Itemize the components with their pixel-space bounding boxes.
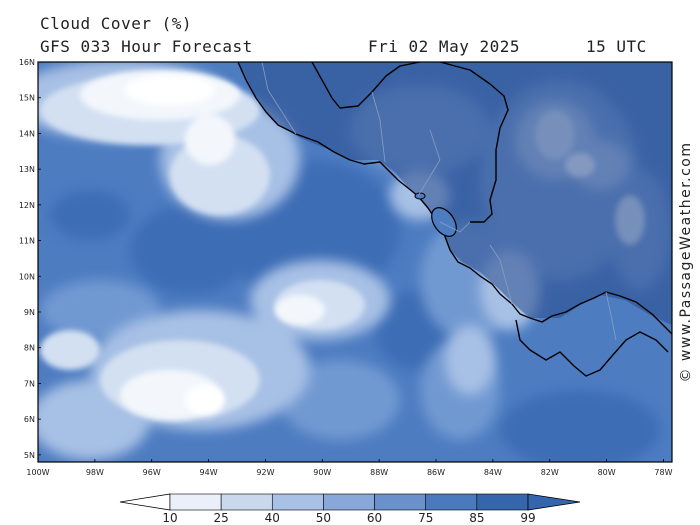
lon-tick-label: 82W: [541, 468, 559, 477]
lon-tick-label: 78W: [654, 468, 672, 477]
latitude-axis: 16N 15N 14N 13N 12N 11N 10N 9N 8N 7N 6N 5N: [19, 58, 41, 460]
lat-tick-label: 12N: [19, 201, 35, 210]
lat-tick-label: 7N: [24, 379, 35, 388]
longitude-axis: 100W 98W 96W 94W 92W 90W 88W 86W 84W 82W 80W 78W: [26, 459, 673, 477]
colorbar-box: [476, 493, 529, 511]
lon-tick-label: 90W: [313, 468, 331, 477]
lat-tick-label: 13N: [19, 165, 35, 174]
lon-tick-label: 94W: [200, 468, 218, 477]
forecast-time: 15 UTC: [586, 37, 647, 56]
colorbar-tick-label: 10: [162, 511, 177, 525]
colorbar-low-arrow: [119, 493, 171, 511]
colorbar-tick-label: 85: [469, 511, 484, 525]
colorbar-tick-label: 60: [367, 511, 382, 525]
lon-tick-label: 98W: [86, 468, 104, 477]
colorbar-tick-label: 50: [316, 511, 331, 525]
lon-tick-label: 80W: [598, 468, 616, 477]
lon-tick-label: 88W: [370, 468, 388, 477]
lon-tick-label: 100W: [26, 468, 49, 477]
colorbar-tick-label: 40: [265, 511, 280, 525]
colorbar-box: [271, 493, 324, 511]
lon-tick-label: 96W: [143, 468, 161, 477]
colorbar-tick-label: 99: [520, 511, 535, 525]
lon-tick-label: 92W: [256, 468, 274, 477]
map-title: Cloud Cover (%): [40, 14, 192, 33]
forecast-date: Fri 02 May 2025: [368, 37, 520, 56]
colorbar-box: [220, 493, 273, 511]
colorbar-tick-label: 75: [418, 511, 433, 525]
lon-tick-label: 86W: [427, 468, 445, 477]
lon-tick-label: 84W: [484, 468, 502, 477]
colorbar-labels: 10 25 40 50 60 75 85 99: [162, 511, 535, 525]
lat-tick-label: 10N: [19, 272, 35, 281]
colorbar-boxes: [169, 493, 529, 511]
lat-tick-label: 15N: [19, 94, 35, 103]
colorbar-box: [425, 493, 478, 511]
lat-tick-label: 8N: [24, 344, 35, 353]
lat-tick-label: 5N: [24, 451, 35, 460]
map-frame: [37, 61, 673, 463]
colorbar: 10 25 40 50 60 75 85 99: [119, 493, 581, 525]
forecast-subtitle: GFS 033 Hour Forecast: [40, 37, 253, 56]
credit-text: © www.PassageWeather.com: [678, 141, 694, 383]
lat-tick-label: 9N: [24, 308, 35, 317]
lat-tick-label: 6N: [24, 415, 35, 424]
colorbar-tick-label: 25: [214, 511, 229, 525]
colorbar-high-arrow: [527, 493, 581, 511]
cloud-field: [38, 62, 672, 462]
colorbar-box: [169, 493, 222, 511]
lat-tick-label: 11N: [19, 237, 35, 246]
colorbar-box: [323, 493, 375, 511]
lat-tick-label: 14N: [19, 129, 35, 138]
colorbar-box: [374, 493, 427, 511]
lat-tick-label: 16N: [19, 58, 35, 67]
